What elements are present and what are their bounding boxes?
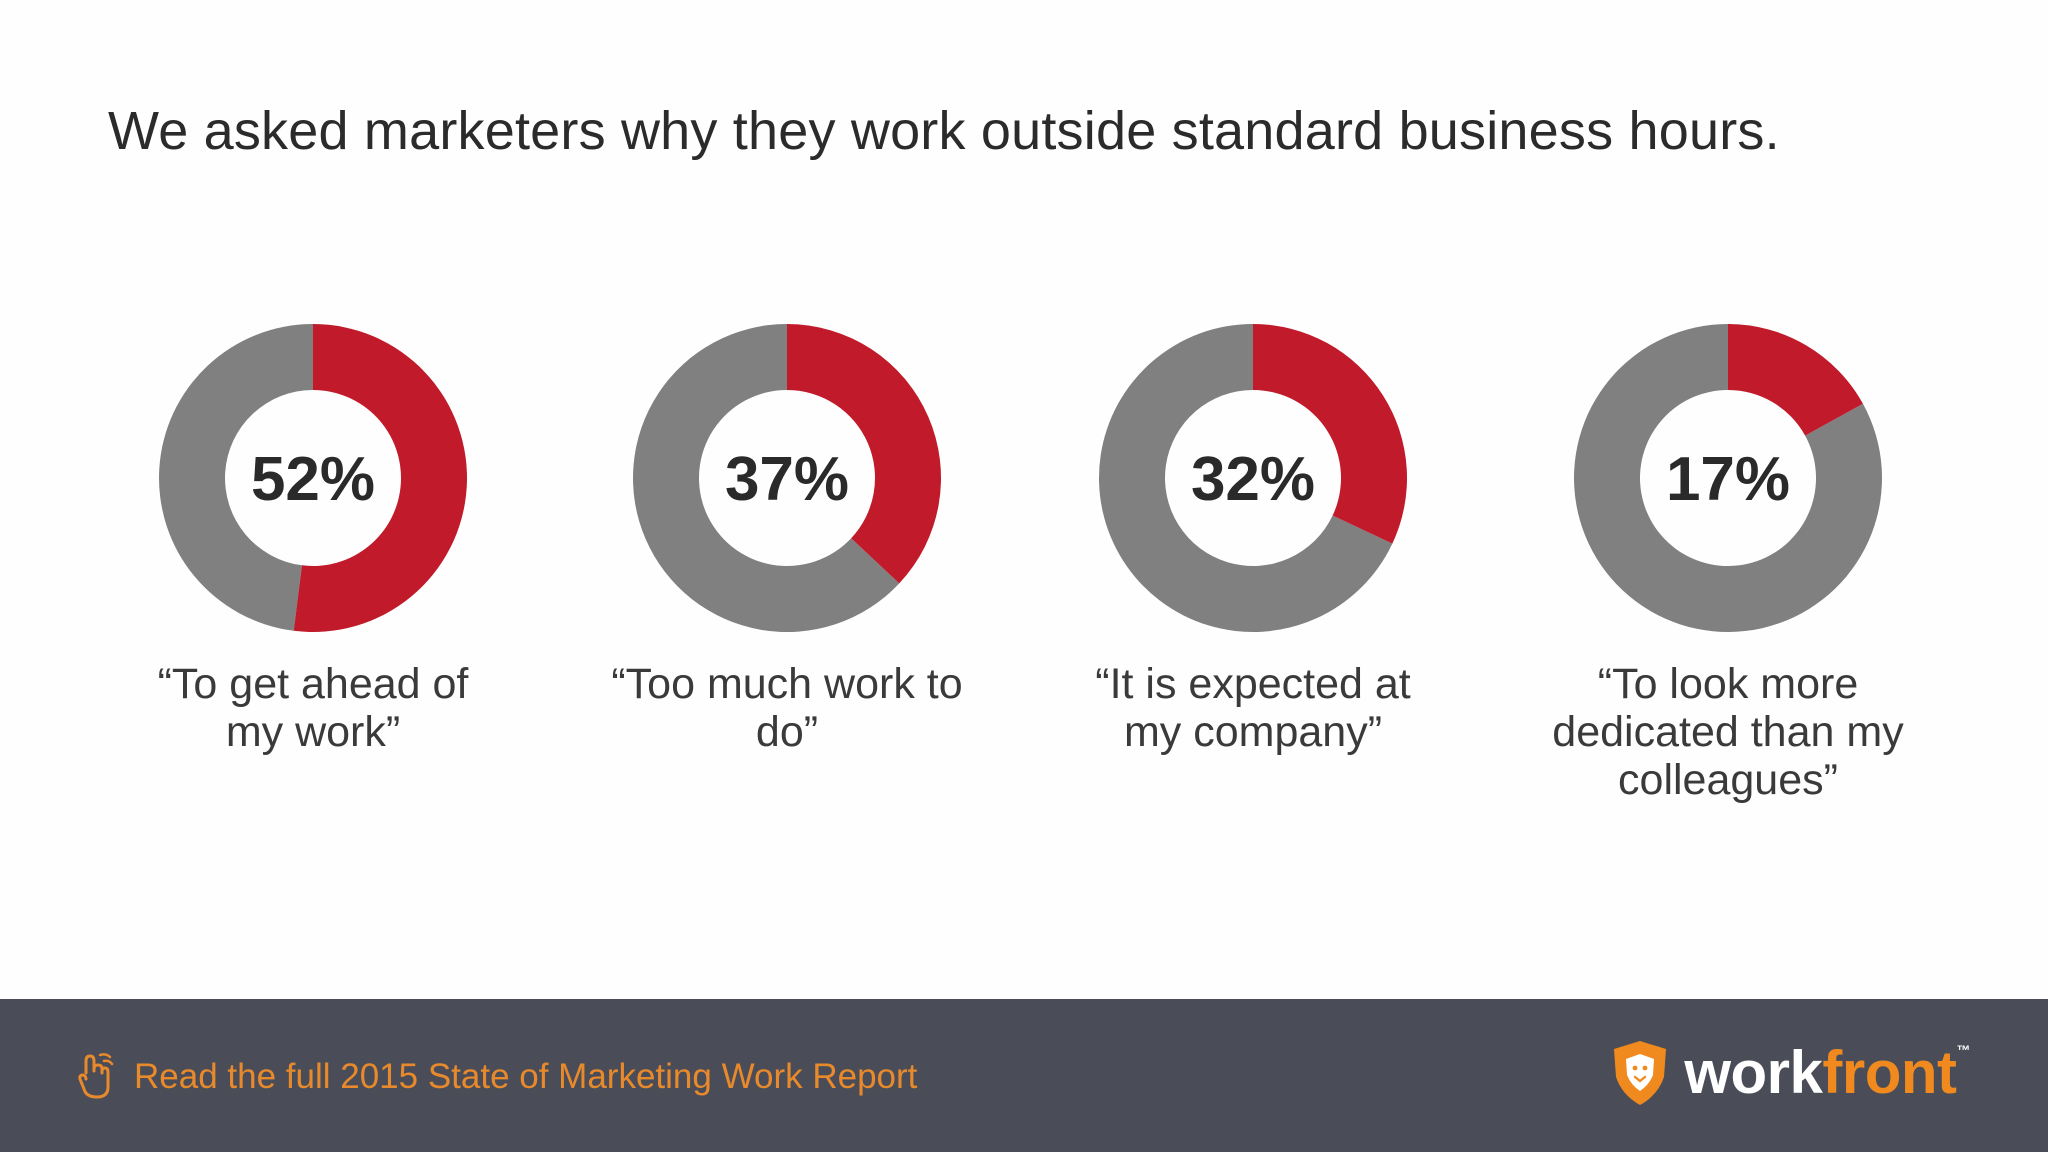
donut-charts: 52% 37% 32% 17% [159, 324, 1882, 632]
report-link[interactable]: Read the full 2015 State of Marketing Wo… [74, 1049, 917, 1105]
donut-value-label: 32% [1191, 445, 1315, 514]
donut-value-label: 52% [251, 445, 375, 514]
donut-remainder-slice [1573, 324, 1882, 632]
workfront-logo: workfront™ [1604, 1037, 1970, 1109]
donut-caption: “To get ahead of my work” [157, 660, 469, 756]
donut-caption: “It is expected at my company” [1095, 660, 1411, 756]
donut-chart: 17% [1573, 324, 1882, 632]
page-title: We asked marketers why they work outside… [108, 101, 1780, 161]
donut-value-slice [1728, 324, 1863, 436]
donut-value-slice [1253, 324, 1408, 544]
donut-value-slice [293, 324, 468, 632]
donut-chart: 52% [159, 324, 468, 632]
donut-remainder-slice [159, 324, 313, 631]
donut-chart: 37% [633, 324, 941, 632]
donut-value-label: 17% [1666, 445, 1790, 514]
donut-chart: 32% [1099, 324, 1408, 632]
pointer-hand-icon [78, 1053, 114, 1099]
donut-value-slice [787, 324, 941, 584]
report-link-text: Read the full 2015 State of Marketing Wo… [134, 1057, 918, 1096]
donut-caption: “To look more dedicated than my colleagu… [1552, 660, 1904, 804]
donut-remainder-slice [1099, 324, 1393, 632]
workfront-wordmark: workfront™ [1684, 1039, 1970, 1106]
lion-shield-icon [1614, 1041, 1667, 1105]
donut-remainder-slice [633, 324, 900, 632]
footer-bar: Read the full 2015 State of Marketing Wo… [0, 999, 2048, 1152]
donut-caption: “Too much work to do” [611, 660, 963, 756]
donut-value-label: 37% [725, 445, 849, 514]
